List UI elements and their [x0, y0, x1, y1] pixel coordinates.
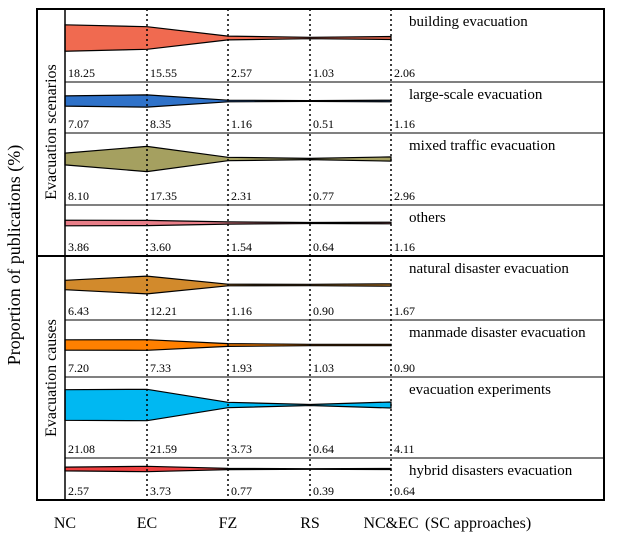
- data-label: 1.03: [313, 66, 334, 80]
- row-5: manmade disaster evacuation 7.20 7.33 1.93 1…: [64, 325, 586, 375]
- data-label: 3.73: [231, 442, 252, 456]
- chart-frame: [36, 8, 605, 501]
- data-label: 0.90: [394, 361, 415, 375]
- data-label: 1.67: [394, 304, 415, 318]
- data-label: 7.33: [150, 361, 171, 375]
- data-label: 0.39: [313, 484, 334, 498]
- x-tick-label: NC&EC: [363, 515, 418, 532]
- data-label: 1.93: [231, 361, 252, 375]
- data-label: 21.59: [150, 442, 177, 456]
- group-label-causes: Evacuation causes: [43, 319, 60, 437]
- x-tick-label: FZ: [219, 515, 238, 532]
- data-label: 17.35: [150, 189, 177, 203]
- x-axis-suffix: (SC approaches): [425, 515, 531, 532]
- data-label: 2.57: [231, 66, 252, 80]
- data-label: 0.77: [231, 484, 252, 498]
- data-label: 18.25: [68, 66, 95, 80]
- violin-shape: [64, 24, 392, 52]
- category-gridlines: [146, 9, 392, 500]
- data-label: 2.31: [231, 189, 252, 203]
- row-7: hybrid disasters evacuation 2.57 3.73 0.77 0…: [64, 463, 573, 498]
- data-label: 0.77: [313, 189, 334, 203]
- data-label: 0.64: [313, 442, 334, 456]
- series-label: evacuation experiments: [409, 382, 551, 398]
- data-label: 2.57: [68, 484, 89, 498]
- series-label: building evacuation: [409, 14, 528, 30]
- data-label: 2.06: [394, 66, 415, 80]
- data-label: 1.16: [231, 304, 252, 318]
- series-label: hybrid disasters evacuation: [409, 463, 573, 479]
- outer-frame: [36, 8, 605, 501]
- x-tick-label: NC: [54, 515, 76, 532]
- data-label: 0.90: [313, 304, 334, 318]
- series-label: mixed traffic evacuation: [409, 138, 556, 154]
- group-labels: Evacuation scenarios Evacuation causes: [43, 64, 60, 437]
- row-0: building evacuation 18.25 15.55 2.57 1.03 2.0…: [64, 14, 528, 80]
- x-tick-label: RS: [300, 515, 320, 532]
- x-tick-label: EC: [137, 515, 157, 532]
- data-label: 7.20: [68, 361, 89, 375]
- data-label: 1.16: [394, 240, 415, 254]
- data-label: 3.86: [68, 240, 89, 254]
- series-label: large-scale evacuation: [409, 87, 543, 103]
- group-label-scenarios: Evacuation scenarios: [43, 64, 60, 200]
- data-label: 0.64: [394, 484, 415, 498]
- series-label: manmade disaster evacuation: [409, 325, 586, 341]
- data-label: 1.03: [313, 361, 334, 375]
- data-label: 1.16: [394, 117, 415, 131]
- data-label: 3.73: [150, 484, 171, 498]
- y-axis-label: Proportion of publications (%): [4, 145, 25, 365]
- row-4: natural disaster evacuation 6.43 12.21 1.16…: [64, 261, 569, 318]
- data-label: 4.11: [394, 442, 415, 456]
- row-1: large-scale evacuation 7.07 8.35 1.16 0.51 1.…: [64, 87, 543, 131]
- data-label: 8.35: [150, 117, 171, 131]
- series-label: natural disaster evacuation: [409, 261, 569, 277]
- data-label: 2.96: [394, 189, 415, 203]
- data-label: 3.60: [150, 240, 171, 254]
- row-6: evacuation experiments 21.08 21.59 3.73 0.64…: [64, 382, 551, 456]
- data-label: 0.51: [313, 117, 334, 131]
- data-label: 1.16: [231, 117, 252, 131]
- data-label: 8.10: [68, 189, 89, 203]
- data-label: 0.64: [313, 240, 334, 254]
- data-label: 6.43: [68, 304, 89, 318]
- data-label: 7.07: [68, 117, 89, 131]
- row-3: others 3.86 3.60 1.54 0.64 1.16: [64, 210, 446, 254]
- data-label: 15.55: [150, 66, 177, 80]
- data-label: 12.21: [150, 304, 177, 318]
- data-label: 21.08: [68, 442, 95, 456]
- x-axis: NC EC FZ RS NC&EC (SC approaches): [54, 515, 531, 532]
- series-label: others: [409, 210, 446, 226]
- data-label: 1.54: [231, 240, 252, 254]
